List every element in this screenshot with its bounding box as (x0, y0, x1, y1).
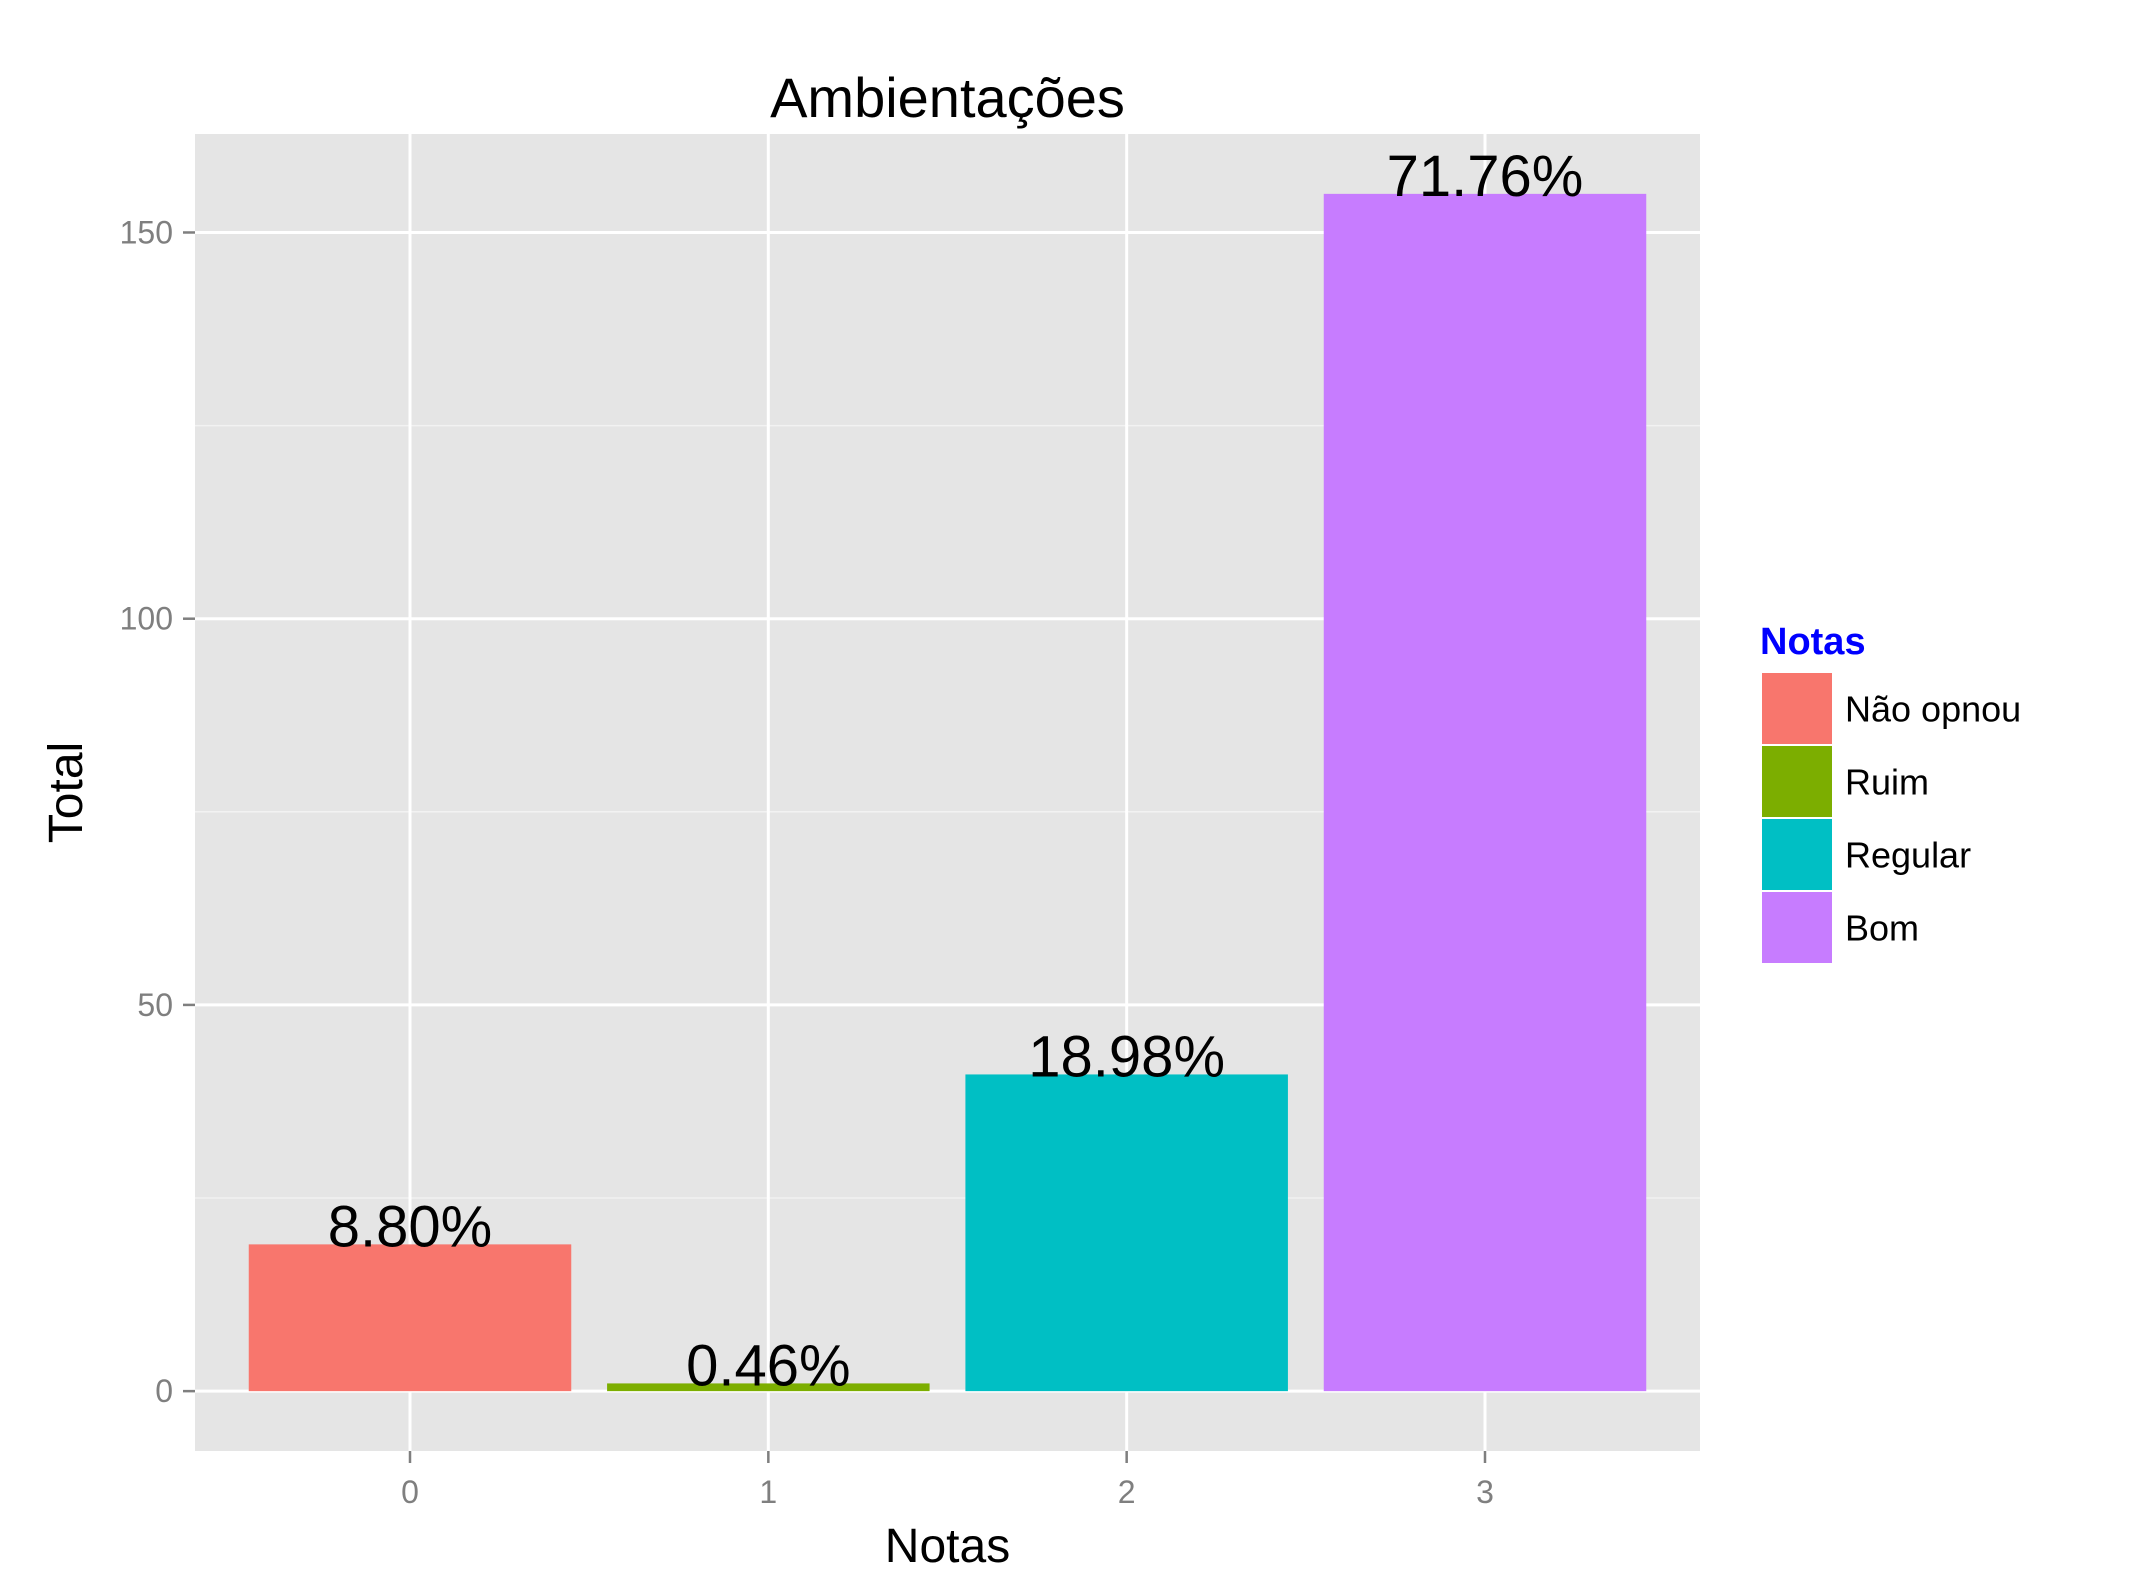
bar-value-label: 0.46% (686, 1333, 850, 1398)
x-tick-label: 0 (401, 1474, 419, 1510)
y-axis: 0 50 100 150 (120, 214, 195, 1409)
chart-title: Ambientações (770, 66, 1125, 129)
legend: Notas Não opnou Ruim Regular Bom (1760, 621, 2021, 965)
x-tick-label: 1 (759, 1474, 777, 1510)
x-axis-title: Notas (885, 1520, 1010, 1573)
bar-1 (607, 1383, 930, 1392)
legend-key-n-o-opnou (1760, 671, 1834, 746)
y-axis-title: Total (40, 742, 93, 843)
legend-label: Ruim (1845, 762, 1929, 803)
y-tick-label: 50 (137, 987, 173, 1023)
bar-value-label: 8.80% (328, 1194, 492, 1259)
legend-label: Bom (1845, 908, 1919, 949)
x-axis: 0 1 2 3 (401, 1451, 1494, 1510)
bars (248, 193, 1647, 1392)
legend-key-regular (1760, 817, 1834, 892)
legend-title: Notas (1760, 621, 1866, 663)
legend-label: Não opnou (1845, 689, 2021, 730)
legend-key-bom (1760, 890, 1834, 965)
legend-key-ruim (1760, 744, 1834, 819)
x-tick-label: 2 (1118, 1474, 1136, 1510)
bar-value-labels: 8.80% 0.46% 18.98% 71.76% (328, 144, 1584, 1399)
y-tick-label: 150 (120, 214, 173, 250)
legend-label: Regular (1845, 835, 1971, 876)
bar-value-label: 18.98% (1028, 1024, 1225, 1089)
y-tick-label: 0 (155, 1373, 173, 1409)
bar-0 (248, 1244, 572, 1392)
bar-3 (1323, 193, 1647, 1392)
bar-2 (965, 1074, 1288, 1392)
x-tick-label: 3 (1476, 1474, 1494, 1510)
y-tick-label: 100 (120, 601, 173, 637)
bar-value-label: 71.76% (1387, 144, 1584, 209)
